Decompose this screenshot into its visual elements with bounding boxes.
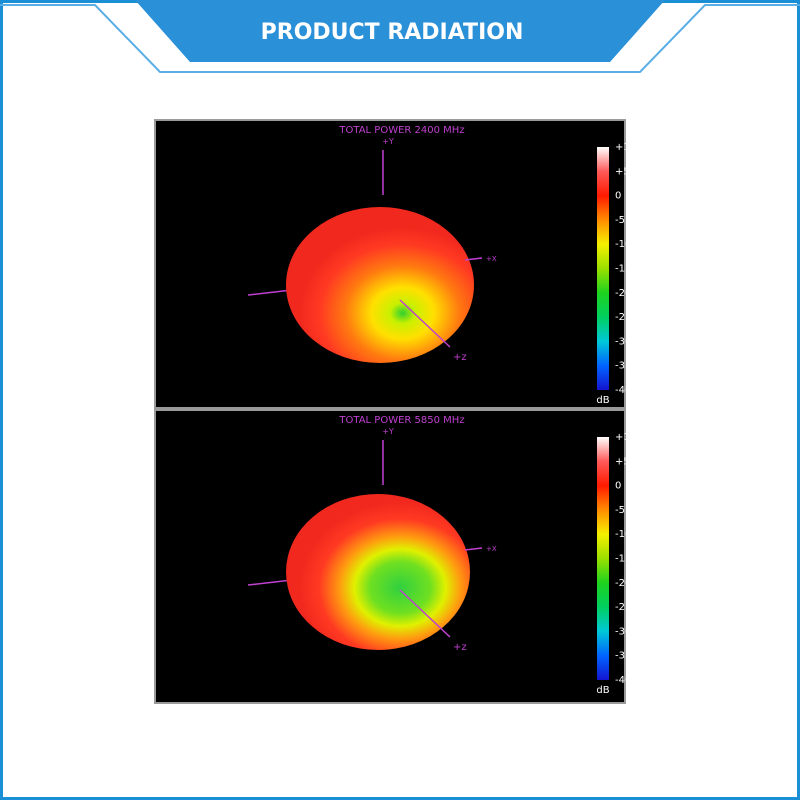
axis-z-label: +z [453,642,467,653]
plot-title: TOTAL POWER 2400 MHz [338,125,464,136]
axis-y-label: +Y [382,427,394,436]
colorbar-tick-label: -5 [615,505,625,516]
colorbar-tick-label: -35 [615,651,631,662]
colorbar-tick-label: +5 [615,166,630,177]
colorbar-unit: dB [596,685,609,696]
axis-neg-x [247,289,293,296]
colorbar-tick-label: -15 [615,264,631,275]
banner-outline [0,4,800,73]
radiation-pattern [286,494,470,650]
colorbar-unit: dB [596,395,609,406]
colorbar-tick-label: -25 [615,602,631,613]
axis-x [464,257,483,261]
axis-z-label: +z [453,352,467,363]
radiation-pattern [286,207,474,363]
axis-z [399,589,451,638]
axis-z [399,299,451,348]
colorbar-tick-label: -15 [615,554,631,565]
colorbar-tick-label: -10 [615,529,631,540]
axis-x [464,547,483,551]
colorbar-tick-label: -40 [615,675,631,686]
colorbar-tick-label: -20 [615,288,631,299]
colorbar-tick-label: -35 [615,361,631,372]
banner-title: PRODUCT RADIATION [261,20,524,45]
axis-y-label: +Y [382,137,394,146]
colorbar-tick-label: +10 [615,432,636,443]
colorbar-tick-label: -5 [615,215,625,226]
colorbar [597,437,609,680]
colorbar-tick-label: -25 [615,312,631,323]
colorbar-tick-label: -30 [615,626,631,637]
colorbar-tick-label: -20 [615,578,631,589]
axis-x-label: +X [486,255,497,263]
banner [135,0,665,62]
colorbar-tick-label: -10 [615,239,631,250]
colorbar-tick-label: +10 [615,142,636,153]
axis-neg-x [247,579,293,586]
colorbar-tick-label: +5 [615,456,630,467]
colorbar-tick-label: -30 [615,336,631,347]
plot-title: TOTAL POWER 5850 MHz [338,415,464,426]
colorbar-tick-label: 0 [615,481,621,492]
axis-x-label: +X [486,545,497,553]
colorbar [597,147,609,390]
colorbar-tick-label: 0 [615,191,621,202]
colorbar-tick-label: -40 [615,385,631,396]
